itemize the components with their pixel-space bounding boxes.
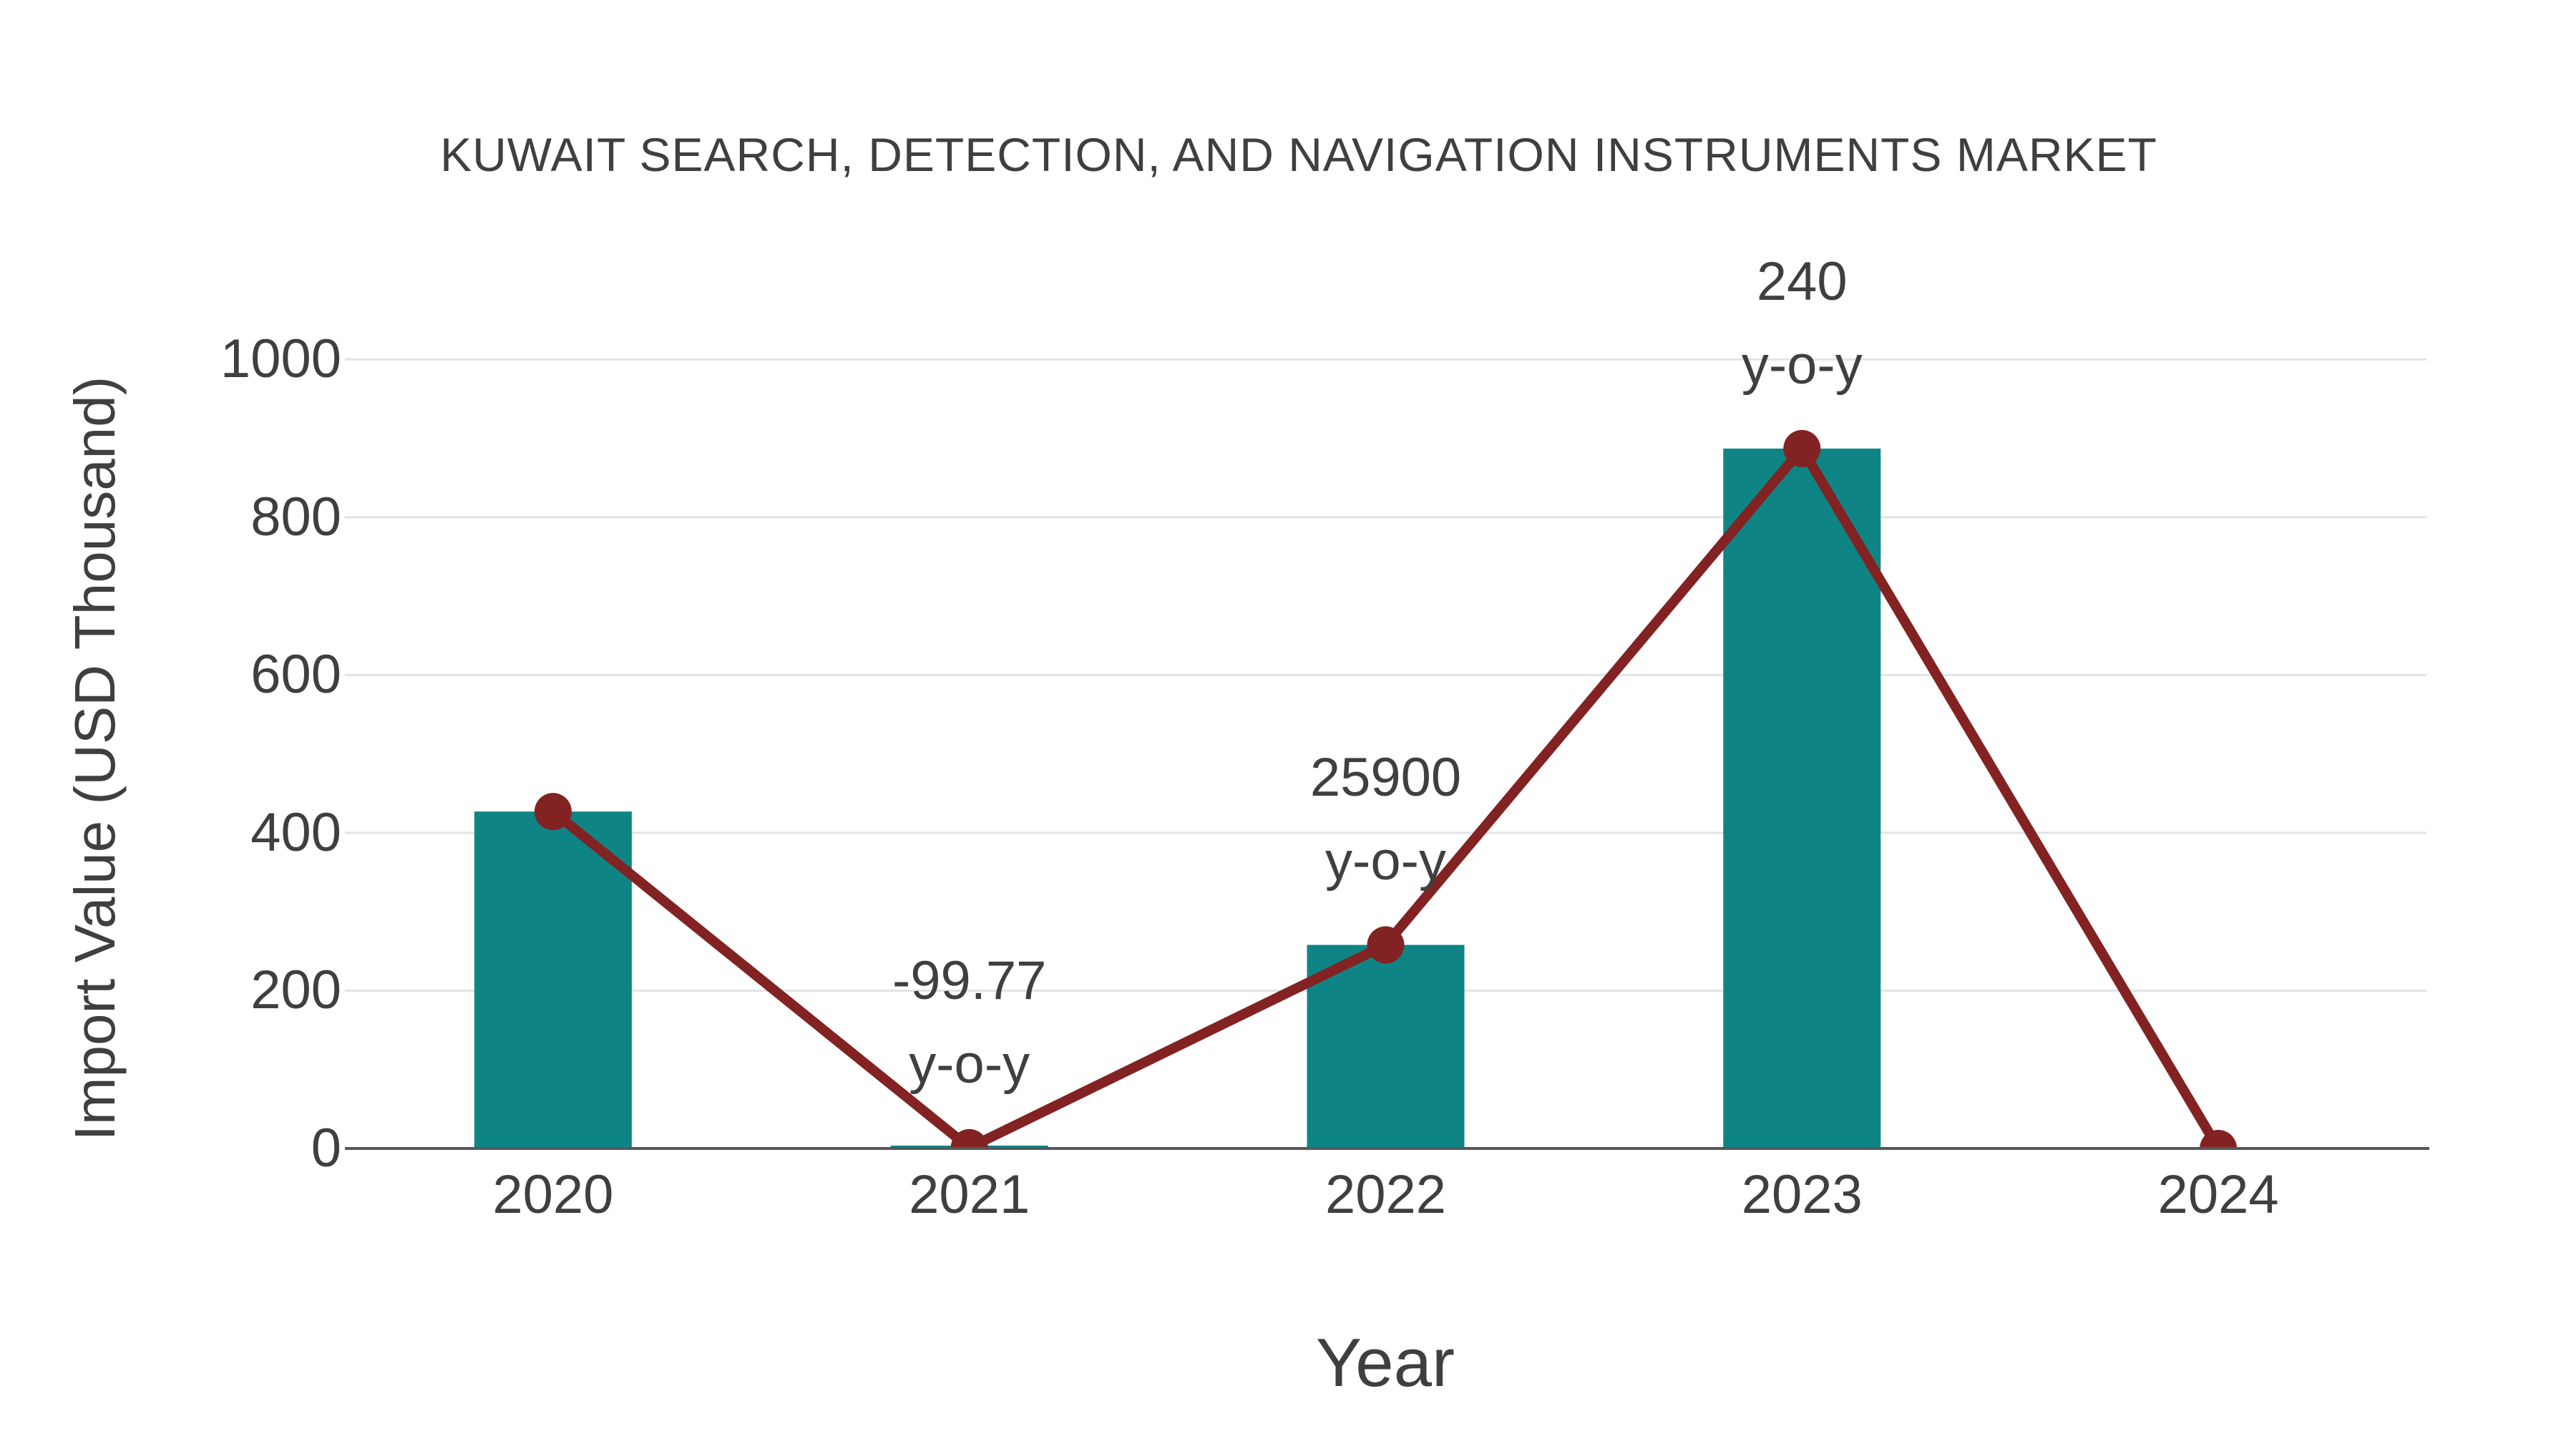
x-tick-label: 2020 (492, 1164, 614, 1225)
bar-2023 (1723, 448, 1881, 1148)
annotation-value: -99.77 (892, 950, 1047, 1011)
point-2023 (1783, 429, 1821, 467)
bar-2020 (474, 811, 632, 1148)
y-tick-label: 0 (311, 1118, 341, 1179)
y-axis-title: Import Value (USD Thousand) (63, 376, 127, 1141)
y-tick-label: 400 (250, 801, 341, 863)
annotation-unit: y-o-y (909, 1033, 1030, 1095)
x-axis-title: Year (1316, 1324, 1455, 1401)
x-tick-label: 2021 (909, 1164, 1030, 1225)
point-2021 (950, 1128, 988, 1149)
y-tick-label: 600 (250, 644, 341, 706)
point-2024 (2200, 1130, 2238, 1149)
annotation-unit: y-o-y (1741, 334, 1863, 396)
y-tick-label: 1000 (220, 328, 341, 390)
chart-title: KUWAIT SEARCH, DETECTION, AND NAVIGATION… (440, 128, 2157, 181)
x-tick-label: 2024 (2157, 1164, 2279, 1225)
annotation-value: 240 (1756, 250, 1848, 312)
annotation-unit: y-o-y (1325, 831, 1446, 892)
bar-2022 (1307, 945, 1465, 1148)
x-tick-label: 2023 (1741, 1164, 1863, 1225)
y-tick-label: 800 (250, 486, 341, 547)
annotation-value: 25900 (1309, 747, 1462, 809)
x-tick-label: 2022 (1324, 1164, 1447, 1225)
point-2020 (534, 793, 572, 831)
y-tick-label: 200 (250, 960, 341, 1021)
trend-series (534, 429, 2238, 1149)
point-2022 (1367, 926, 1405, 964)
